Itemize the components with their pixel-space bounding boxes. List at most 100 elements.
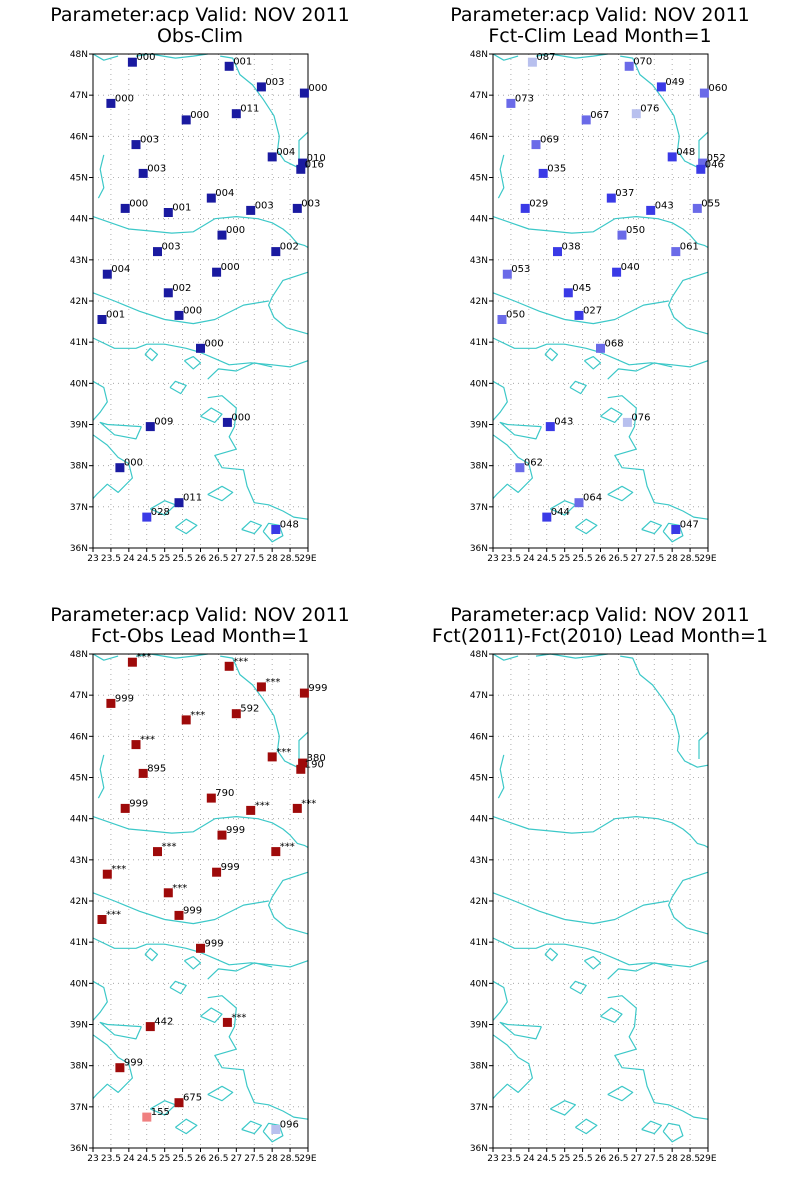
panel-fct-diff: Parameter:acp Valid: NOV 2011 Fct(2011)-… bbox=[400, 600, 800, 1200]
coastline-segment bbox=[207, 485, 234, 502]
coastline-segment bbox=[492, 653, 519, 661]
y-tick-label: 41N bbox=[470, 338, 488, 348]
station-value-label: 592 bbox=[240, 704, 259, 715]
coastline-segment bbox=[607, 995, 709, 1120]
station-marker bbox=[246, 205, 256, 215]
y-tick-label: 48N bbox=[470, 650, 488, 660]
y-tick-label: 41N bbox=[70, 938, 88, 948]
station-value-label: 068 bbox=[605, 338, 624, 349]
station-marker bbox=[622, 417, 632, 427]
x-tick-label: 25 bbox=[559, 554, 570, 564]
y-tick-label: 42N bbox=[70, 897, 88, 907]
y-tick-label: 36N bbox=[470, 544, 488, 554]
panel-title-line1: Parameter:acp Valid: NOV 2011 bbox=[50, 604, 350, 626]
station-marker bbox=[624, 61, 634, 71]
map-fct-clim: 23 23.5 24 24.5 25 25.5 26 26.5 27 27.5 28 28.5 29E 3… bbox=[470, 50, 728, 564]
coastline-segment bbox=[600, 407, 623, 423]
coastline-segment bbox=[698, 131, 709, 159]
station-value-label: 000 bbox=[136, 52, 155, 63]
coastline-segment bbox=[492, 937, 709, 968]
station-marker bbox=[298, 758, 308, 768]
coastline-segment bbox=[607, 962, 673, 980]
x-tick-label: 24 bbox=[123, 1154, 135, 1164]
x-tick-label: 26.5 bbox=[608, 554, 628, 564]
station-value-label: 003 bbox=[255, 200, 274, 211]
x-tick-label: 24.5 bbox=[537, 554, 557, 564]
coastline-segment bbox=[583, 956, 602, 970]
coastline-segment bbox=[207, 995, 309, 1120]
x-tick-label: 27 bbox=[231, 554, 242, 564]
x-tick-label: 23.5 bbox=[501, 1154, 521, 1164]
station-value-label: 004 bbox=[215, 188, 234, 199]
station-marker bbox=[115, 463, 125, 473]
station-value-label: 999 bbox=[115, 693, 134, 704]
station-value-label: 790 bbox=[215, 788, 234, 799]
x-tick-label: 23.5 bbox=[101, 1154, 121, 1164]
station-marker bbox=[163, 208, 173, 217]
map-background bbox=[493, 54, 708, 548]
coastline-segment bbox=[92, 980, 108, 1021]
station-marker bbox=[596, 343, 605, 353]
station-marker bbox=[106, 98, 116, 108]
station-marker bbox=[667, 152, 677, 162]
station-value-label: 010 bbox=[307, 153, 326, 164]
station-value-label: 190 bbox=[305, 759, 324, 770]
coastline-segment bbox=[668, 871, 709, 935]
station-marker bbox=[212, 867, 222, 877]
x-tick-label: 26.5 bbox=[208, 554, 228, 564]
station-marker bbox=[617, 230, 627, 240]
coastline-segment bbox=[99, 1021, 142, 1040]
x-tick-label: 25.5 bbox=[573, 1154, 593, 1164]
station-value-label: 048 bbox=[280, 520, 299, 531]
station-value-label: 043 bbox=[554, 417, 573, 428]
station-marker bbox=[97, 315, 107, 324]
station-value-label: 000 bbox=[124, 458, 143, 469]
station-value-label: 001 bbox=[106, 310, 125, 321]
station-value-label: 035 bbox=[547, 163, 566, 174]
coastline-segment bbox=[569, 980, 587, 995]
map-obs-clim: 23 23.5 24 24.5 25 25.5 26 26.5 27 27.5 28 28.5 29E 3… bbox=[70, 50, 328, 564]
station-value-label: 000 bbox=[183, 305, 202, 316]
station-marker bbox=[631, 109, 641, 119]
coastline bbox=[492, 653, 709, 1143]
station-value-label: 000 bbox=[308, 83, 327, 94]
station-value-label: 003 bbox=[301, 198, 320, 209]
station-value-label: *** bbox=[265, 677, 280, 688]
station-marker bbox=[542, 512, 552, 522]
coastline-segment bbox=[492, 216, 709, 249]
station-marker bbox=[612, 267, 622, 277]
station-marker bbox=[699, 88, 709, 98]
station-marker bbox=[299, 88, 309, 98]
coastline-segment bbox=[499, 1021, 542, 1040]
coastline-segment bbox=[175, 1118, 198, 1135]
x-tick-label: 24 bbox=[123, 554, 135, 564]
station-value-label: 069 bbox=[540, 135, 559, 146]
y-tick-label: 38N bbox=[70, 462, 88, 472]
y-tick-label: 45N bbox=[70, 174, 88, 184]
y-tick-label: 45N bbox=[70, 774, 88, 784]
y-tick-label: 41N bbox=[70, 338, 88, 348]
y-tick-label: 38N bbox=[470, 1062, 488, 1072]
station-marker bbox=[181, 715, 191, 725]
station-marker bbox=[181, 115, 191, 125]
coastline-segment bbox=[268, 871, 309, 935]
station-marker bbox=[527, 57, 537, 67]
station-marker bbox=[102, 869, 112, 879]
station-marker bbox=[142, 512, 152, 522]
y-tick-label: 44N bbox=[470, 215, 488, 225]
y-tick-label: 43N bbox=[70, 256, 88, 266]
y-tick-label: 46N bbox=[70, 132, 88, 142]
coastline-segment bbox=[569, 380, 587, 395]
y-tick-label: 40N bbox=[470, 379, 488, 389]
station-value-label: 029 bbox=[529, 198, 548, 209]
station-marker bbox=[545, 422, 555, 432]
x-tick-label: 25 bbox=[159, 554, 170, 564]
station-marker bbox=[231, 109, 241, 119]
coastline-segment bbox=[600, 1007, 623, 1023]
coastline-segment bbox=[492, 980, 508, 1021]
coastline-segment bbox=[298, 731, 309, 759]
x-tick-label: 26 bbox=[595, 554, 607, 564]
station-marker bbox=[574, 310, 584, 320]
panel-fct-clim: Parameter:acp Valid: NOV 2011 Fct-Clim L… bbox=[400, 0, 800, 600]
x-tick-label: 28 bbox=[266, 1154, 278, 1164]
